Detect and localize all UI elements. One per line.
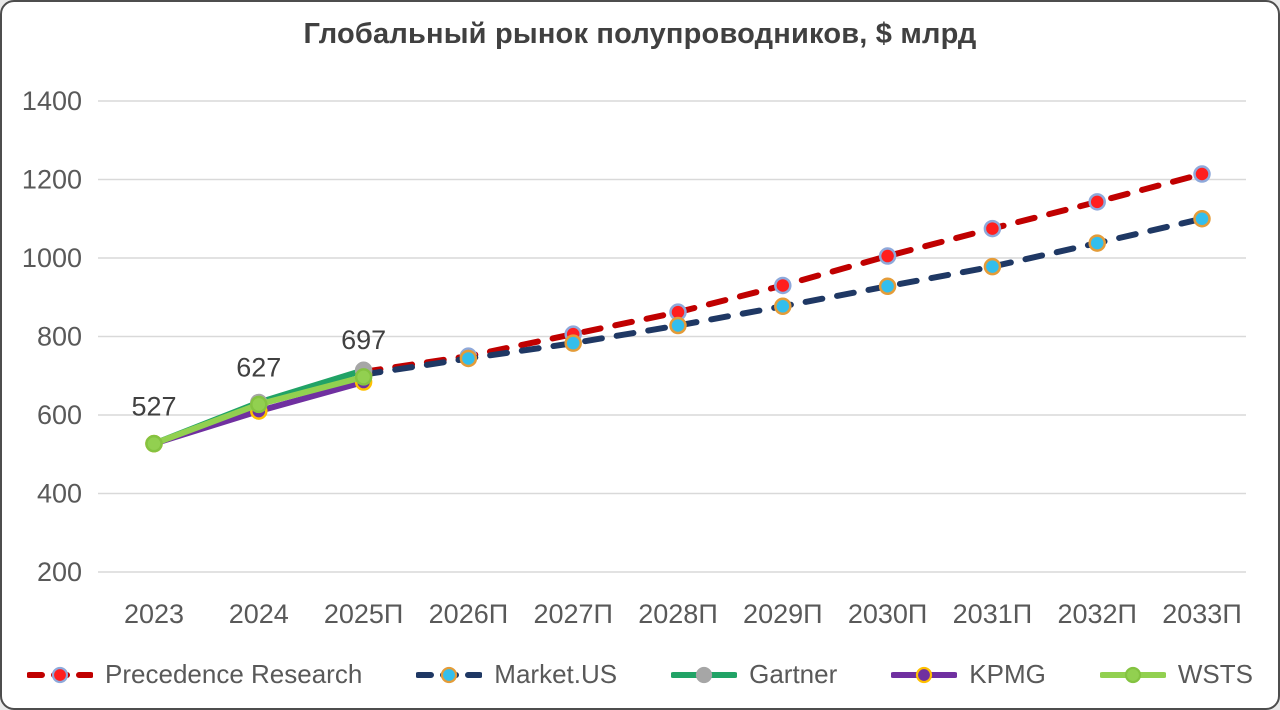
legend-label-precedence-research: Precedence Research bbox=[105, 659, 363, 689]
x-axis-label: 2025П bbox=[324, 599, 403, 629]
data-label: 627 bbox=[236, 352, 281, 382]
data-label: 697 bbox=[341, 325, 386, 355]
legend-swatch-precedence-research bbox=[27, 666, 94, 683]
legend-item-precedence-research: Precedence Research bbox=[27, 659, 362, 690]
x-axis-label: 2028П bbox=[638, 599, 717, 629]
data-point-marker bbox=[878, 277, 897, 296]
data-point-marker bbox=[1088, 234, 1106, 252]
legend-item-gartner: Gartner bbox=[671, 659, 837, 690]
legend-swatch-kpmg bbox=[891, 666, 958, 683]
legend-label-market-us: Market.US bbox=[494, 659, 618, 689]
data-point-marker bbox=[564, 334, 582, 352]
x-axis-label: 2026П bbox=[429, 599, 508, 629]
data-point-marker bbox=[354, 368, 373, 386]
y-axis-tick-label: 1400 bbox=[22, 86, 82, 116]
data-point-marker bbox=[774, 297, 792, 316]
y-axis-tick-label: 400 bbox=[37, 479, 82, 509]
data-point-marker bbox=[1193, 165, 1211, 183]
legend-swatch-gartner bbox=[671, 666, 738, 683]
data-point-marker bbox=[1088, 193, 1106, 211]
data-point-marker bbox=[983, 257, 1002, 276]
legend-swatch-market-us bbox=[416, 666, 483, 683]
legend-item-kpmg: KPMG bbox=[891, 659, 1046, 690]
chart-title: Глобальный рынок полупроводников, $ млрд bbox=[303, 18, 977, 50]
data-point-marker bbox=[878, 247, 897, 265]
data-point-marker bbox=[774, 276, 792, 295]
y-axis-tick-label: 1000 bbox=[22, 243, 82, 273]
data-point-marker bbox=[669, 316, 687, 335]
x-axis-label: 2033П bbox=[1162, 599, 1241, 629]
y-axis-tick-label: 600 bbox=[37, 400, 82, 430]
x-axis-label: 2023 bbox=[124, 599, 184, 629]
legend-label-kpmg: KPMG bbox=[969, 659, 1046, 689]
y-axis-tick-label: 800 bbox=[37, 322, 82, 352]
legend-swatch-wsts bbox=[1099, 666, 1166, 683]
x-axis-label: 2031П bbox=[953, 599, 1032, 629]
legend-item-wsts: WSTS bbox=[1099, 659, 1253, 690]
x-axis-label: 2032П bbox=[1057, 599, 1136, 629]
data-point-marker bbox=[1193, 210, 1211, 228]
data-label: 527 bbox=[131, 392, 176, 422]
legend-item-market-us: Market.US bbox=[416, 659, 617, 690]
x-axis-label: 2027П bbox=[533, 599, 612, 629]
data-point-marker bbox=[459, 349, 478, 368]
legend-label-wsts: WSTS bbox=[1177, 659, 1253, 689]
legend-label-gartner: Gartner bbox=[749, 659, 838, 689]
data-point-marker bbox=[145, 434, 163, 453]
y-axis-tick-label: 200 bbox=[37, 557, 82, 587]
y-axis-tick-label: 1200 bbox=[22, 165, 82, 195]
chart-legend: Precedence Research Market.US Gartner KPMG W… bbox=[2, 659, 1278, 690]
data-point-marker bbox=[250, 395, 268, 414]
data-point-marker bbox=[983, 219, 1002, 238]
x-axis-label: 2024 bbox=[229, 599, 289, 629]
series-line-precedence-research bbox=[360, 171, 1205, 375]
x-axis-label: 2030П bbox=[848, 599, 927, 629]
x-axis-label: 2029П bbox=[743, 599, 822, 629]
